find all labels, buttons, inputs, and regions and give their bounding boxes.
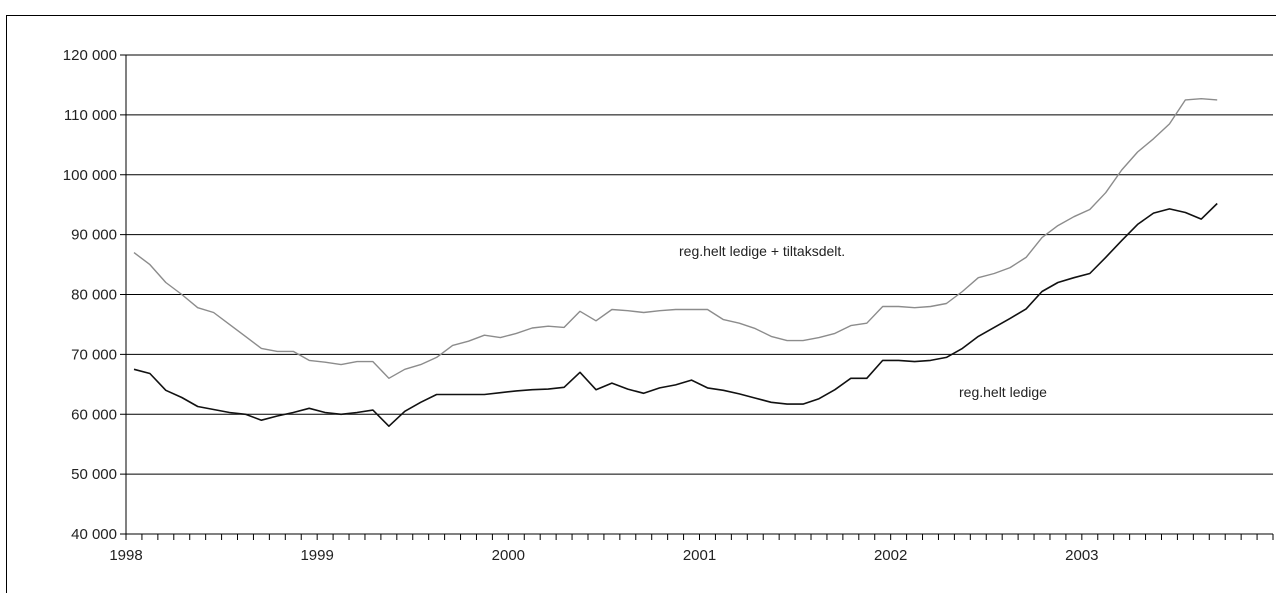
y-tick-label: 100 000 — [63, 167, 117, 184]
x-tick-label: 2001 — [683, 547, 716, 564]
chart-frame: 40 000 50 000 60 000 70 000 80 000 90 000 100 … — [6, 15, 1276, 593]
y-tick-label: 50 000 — [71, 466, 117, 483]
y-axis-ticks: 40 000 50 000 60 000 70 000 80 000 90 000 100 … — [63, 47, 126, 543]
y-tick-label: 110 000 — [64, 107, 117, 124]
x-tick-label: 1998 — [109, 547, 142, 564]
annotations: reg.helt ledige + tiltaksdelt. reg.helt l… — [679, 243, 1047, 400]
gridlines — [126, 54, 1273, 475]
y-tick-label: 120 000 — [63, 47, 117, 64]
x-tick-label: 2003 — [1065, 547, 1098, 564]
y-tick-label: 70 000 — [71, 346, 117, 363]
series-line-1 — [133, 97, 1218, 379]
y-tick-label: 60 000 — [71, 406, 117, 423]
chart-svg: 40 000 50 000 60 000 70 000 80 000 90 000 100 … — [63, 47, 1274, 564]
series-lines — [133, 97, 1218, 428]
x-tick-label: 1999 — [300, 547, 333, 564]
y-tick-label: 40 000 — [71, 526, 117, 543]
series-annotation: reg.helt ledige — [959, 384, 1047, 400]
x-tick-label: 2002 — [874, 547, 907, 564]
x-tick-label: 2000 — [492, 547, 525, 564]
series-annotation: reg.helt ledige + tiltaksdelt. — [679, 243, 845, 259]
y-tick-label: 80 000 — [71, 287, 117, 304]
y-tick-label: 90 000 — [71, 227, 117, 244]
x-axis: 1998 1999 2000 2001 2002 2003 — [109, 55, 1274, 564]
series-line-2 — [133, 202, 1218, 428]
